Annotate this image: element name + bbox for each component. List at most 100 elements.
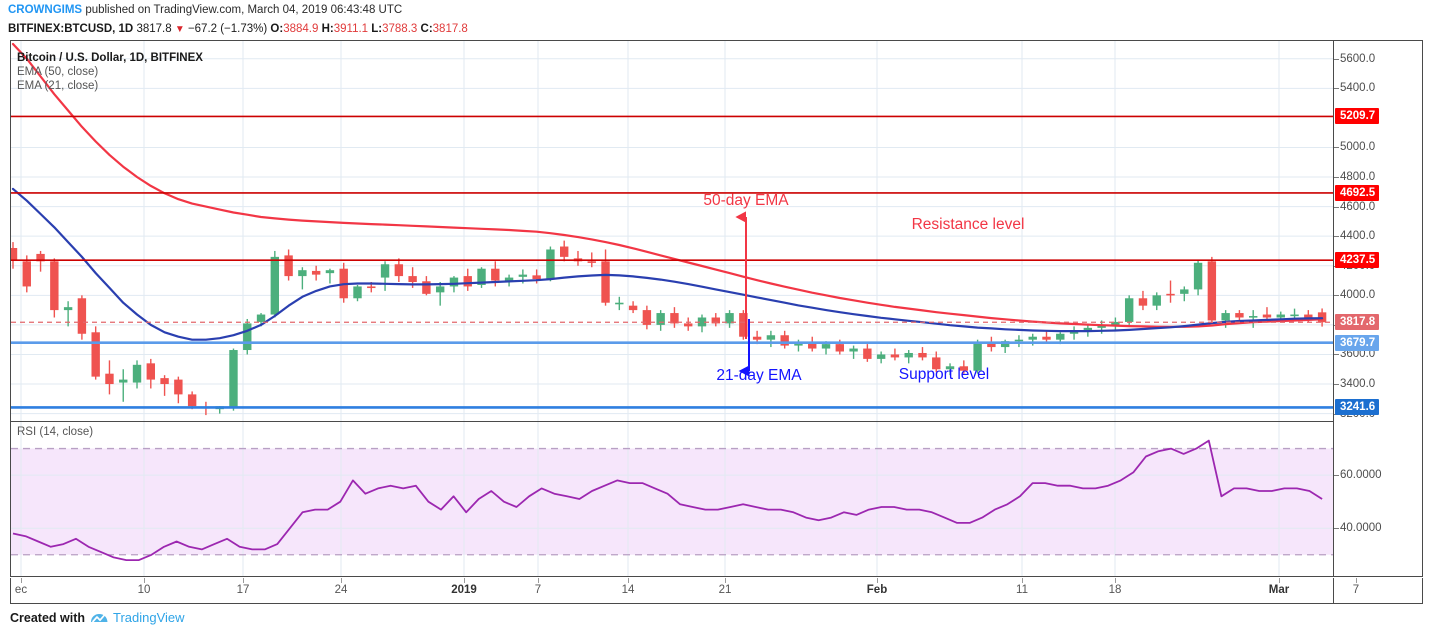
candle-body xyxy=(1056,333,1065,340)
low-key: L: xyxy=(371,23,383,35)
quote-header: BITFINEX:BTCUSD, 1D 3817.8 ▼ −67.2 (−1.7… xyxy=(8,22,468,37)
candle-body xyxy=(1207,261,1217,321)
time-tick-mark xyxy=(144,578,145,583)
time-axis-separator xyxy=(1333,578,1334,604)
time-tick-mark xyxy=(464,578,465,583)
price-level-badge-resistance[interactable]: 4692.5 xyxy=(1335,184,1380,201)
price-level-badge-support[interactable]: 3241.6 xyxy=(1335,399,1380,416)
price-level-badge-support[interactable]: 3679.7 xyxy=(1335,334,1380,351)
candle-body xyxy=(91,332,100,377)
candle-body xyxy=(918,352,927,358)
candle-body xyxy=(587,261,596,263)
ema-line xyxy=(11,42,1324,328)
candle-body xyxy=(119,379,128,383)
candle-body xyxy=(1262,314,1272,318)
candle-body xyxy=(394,264,404,277)
candle-body xyxy=(243,323,252,351)
candle-body xyxy=(284,255,293,277)
author-name[interactable]: CROWNGIMS xyxy=(8,4,83,16)
time-tick-label: 7 xyxy=(534,584,542,596)
candle-body xyxy=(408,276,417,283)
candle-body xyxy=(380,264,390,278)
candle-body xyxy=(1249,316,1258,318)
ema-line xyxy=(11,187,1324,341)
candle-body xyxy=(449,277,459,287)
candle-body xyxy=(546,249,555,280)
price-tick-mark xyxy=(1334,236,1339,238)
candle-body xyxy=(656,313,665,325)
time-tick-mark xyxy=(538,578,539,583)
rsi-band xyxy=(11,448,1334,555)
candle-body xyxy=(1000,341,1010,348)
price-tick-label: 3400.0 xyxy=(1340,378,1376,391)
rsi-pane[interactable] xyxy=(11,422,1334,576)
candle-body xyxy=(146,363,155,380)
time-axis[interactable]: ec 10 17 24 2019 7 14 21 Feb 11 18 Mar 7 xyxy=(10,578,1423,604)
ema21-label: 21-day EMA xyxy=(716,367,802,384)
tradingview-brand[interactable]: TradingView xyxy=(113,610,185,625)
time-tick-label: 18 xyxy=(1108,584,1122,596)
candle-body xyxy=(1290,314,1299,317)
candle-body xyxy=(1124,298,1134,322)
time-tick-label: 21 xyxy=(718,584,732,596)
resistance-label: Resistance level xyxy=(912,216,1025,233)
candle-body xyxy=(11,248,18,260)
chart-frame[interactable]: Bitcoin / U.S. Dollar, 1D, BITFINEX EMA … xyxy=(10,40,1423,577)
candle-body xyxy=(780,335,789,346)
candle-body xyxy=(987,342,996,348)
price-tick-mark xyxy=(1334,147,1339,149)
candle-body xyxy=(752,336,762,340)
time-tick-mark xyxy=(628,578,629,583)
candle-body xyxy=(945,366,955,370)
candle-body xyxy=(63,307,73,311)
rsi-line xyxy=(12,439,1323,562)
time-tick-mark xyxy=(877,578,878,583)
price-pane[interactable]: 50-day EMA Resistance level 21-day EMA Supp… xyxy=(11,41,1334,421)
time-tick-label: 11 xyxy=(1016,584,1028,596)
candle-body xyxy=(766,335,776,340)
time-tick-mark xyxy=(21,578,22,583)
candle-body xyxy=(504,277,514,281)
candle-body xyxy=(36,253,45,262)
price-tick-mark xyxy=(1334,58,1339,60)
candle-body xyxy=(1097,324,1106,328)
candle-body xyxy=(642,310,652,325)
support-label: Support level xyxy=(899,366,989,383)
candle-body xyxy=(794,342,803,346)
time-tick-label: 2019 xyxy=(451,584,477,596)
candle-body xyxy=(50,261,59,311)
price-tick-label: 3600.0 xyxy=(1340,348,1376,361)
price-tick-mark xyxy=(1334,354,1339,356)
open-key: O: xyxy=(270,23,284,35)
time-tick-mark xyxy=(1115,578,1116,583)
candle-body xyxy=(367,286,376,289)
candle-body xyxy=(1304,314,1313,318)
ema50-label: 50-day EMA xyxy=(703,192,789,209)
time-tick-mark xyxy=(243,578,244,583)
candle-body xyxy=(132,364,142,383)
candle-body xyxy=(697,317,707,327)
candle-body xyxy=(187,394,197,407)
price-tick-mark xyxy=(1334,206,1339,208)
down-arrow-icon: ▼ xyxy=(174,24,185,35)
candle-body xyxy=(1276,314,1285,318)
last-price: 3817.8 xyxy=(136,23,172,35)
price-level-badge-last[interactable]: 3817.8 xyxy=(1335,314,1380,331)
candle-body xyxy=(518,274,528,277)
candle-body xyxy=(739,313,748,337)
time-tick-mark xyxy=(725,578,726,583)
candle-body xyxy=(1152,295,1161,306)
price-tick-label: 5400.0 xyxy=(1340,82,1376,95)
price-level-badge-resistance[interactable]: 5209.7 xyxy=(1335,108,1380,125)
candle-body xyxy=(1069,330,1079,334)
price-level-badge-resistance[interactable]: 4237.5 xyxy=(1335,252,1380,269)
price-axis[interactable]: 5600.05400.05000.04800.04600.04400.04200… xyxy=(1333,41,1422,576)
price-tick-mark xyxy=(1334,384,1339,386)
candle-body xyxy=(1111,321,1120,325)
candle-body xyxy=(463,276,472,287)
candle-body xyxy=(808,342,817,349)
time-tick-mark xyxy=(1356,578,1357,583)
candle-body xyxy=(311,270,321,275)
symbol-label[interactable]: BITFINEX:BTCUSD, 1D xyxy=(8,23,134,35)
